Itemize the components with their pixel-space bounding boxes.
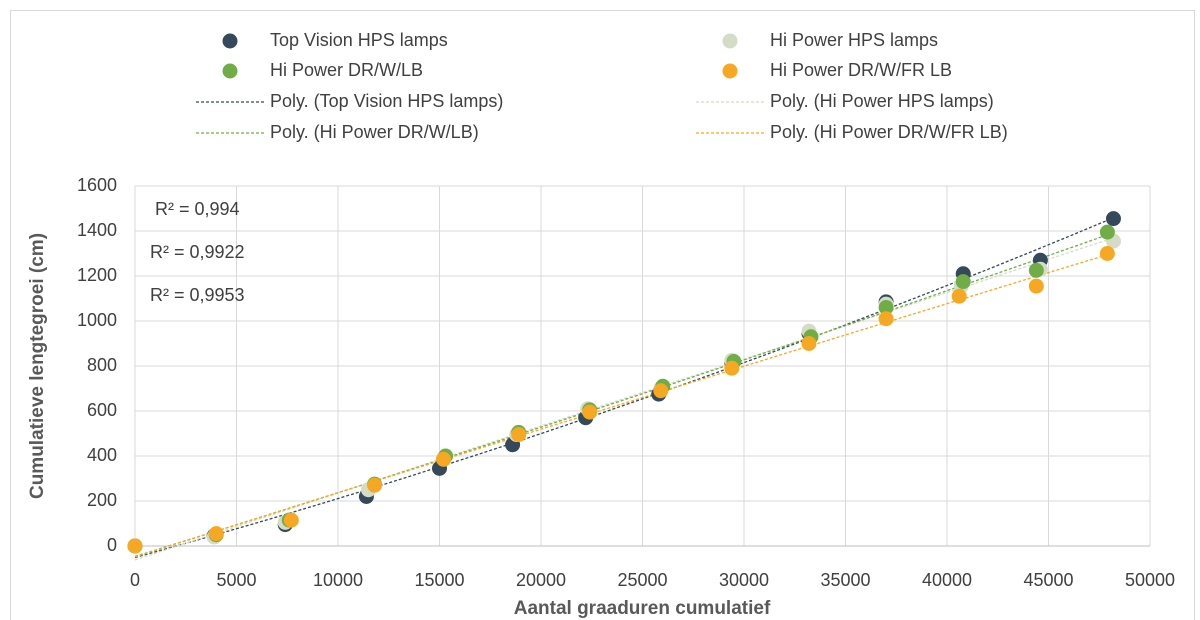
legend-marker	[222, 63, 238, 79]
data-point	[367, 477, 383, 493]
data-point	[653, 383, 669, 399]
trendline	[134, 234, 1108, 558]
x-tick-label: 25000	[617, 570, 667, 590]
data-point	[436, 451, 452, 467]
data-point	[127, 538, 143, 554]
x-tick-label: 10000	[313, 570, 363, 590]
legend-marker	[722, 33, 738, 49]
x-tick-label: 45000	[1023, 570, 1073, 590]
y-tick-label: 1000	[77, 310, 117, 330]
legend-label: Poly. (Hi Power DR/W/LB)	[270, 122, 479, 142]
x-tick-label: 50000	[1125, 570, 1175, 590]
data-point	[724, 360, 740, 376]
trendline	[134, 237, 1114, 561]
y-tick-label: 800	[87, 355, 117, 375]
legend-label: Hi Power DR/W/FR LB	[770, 60, 952, 80]
data-point	[955, 274, 971, 290]
r-squared-label: R² = 0,9953	[150, 285, 245, 305]
x-axis-label: Aantal graaduren cumulatief	[514, 598, 771, 619]
data-point	[878, 300, 894, 315]
y-tick-label: 1400	[77, 220, 117, 240]
y-axis-label: Cumulatieve lengtegroei (cm)	[27, 233, 48, 499]
r-squared-label: R² = 0,9922	[150, 242, 245, 262]
legend-label: Top Vision HPS lamps	[270, 30, 448, 50]
data-point	[1028, 278, 1044, 294]
data-point	[283, 512, 299, 528]
data-point	[1099, 224, 1115, 240]
y-tick-label: 400	[87, 445, 117, 465]
x-tick-label: 0	[130, 570, 140, 590]
legend-label: Poly. (Top Vision HPS lamps)	[270, 91, 503, 111]
y-tick-label: 200	[87, 490, 117, 510]
trendline	[134, 217, 1114, 559]
trendline	[134, 254, 1108, 558]
legend-label: Poly. (Hi Power HPS lamps)	[770, 91, 994, 111]
data-point	[1099, 246, 1115, 261]
legend-label: Hi Power HPS lamps	[770, 30, 938, 50]
data-point	[208, 526, 224, 542]
data-point	[582, 404, 598, 420]
data-point	[878, 311, 894, 327]
data-point	[1028, 262, 1044, 278]
y-tick-label: 1600	[77, 175, 117, 195]
data-point	[951, 288, 967, 304]
y-tick-label: 0	[107, 535, 117, 555]
x-tick-label: 30000	[719, 570, 769, 590]
x-tick-label: 40000	[922, 570, 972, 590]
x-tick-label: 35000	[820, 570, 870, 590]
chart-border	[10, 10, 1195, 620]
legend-label: Hi Power DR/W/LB	[270, 60, 423, 80]
data-point	[1105, 211, 1121, 227]
legend-label: Poly. (Hi Power DR/W/FR LB)	[770, 122, 1008, 142]
x-tick-label: 15000	[414, 570, 464, 590]
y-tick-label: 600	[87, 400, 117, 420]
data-point	[511, 427, 527, 443]
x-tick-label: 20000	[516, 570, 566, 590]
legend-marker	[222, 33, 238, 49]
legend-marker	[722, 63, 738, 79]
x-tick-label: 5000	[216, 570, 256, 590]
r-squared-label: R² = 0,994	[155, 199, 240, 219]
data-point	[801, 336, 817, 351]
y-tick-label: 1200	[77, 265, 117, 285]
